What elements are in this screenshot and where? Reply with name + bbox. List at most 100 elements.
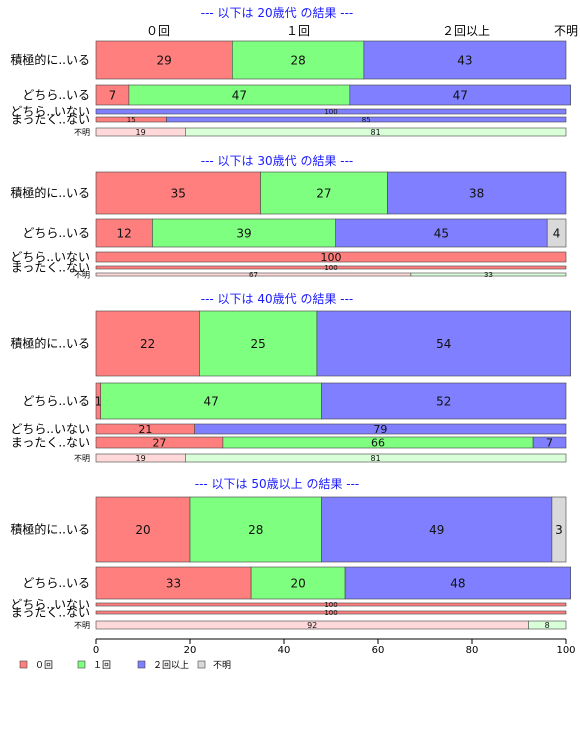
legend-swatch: [19, 660, 28, 669]
bar-value-label: 92: [307, 621, 317, 630]
row-label: 不明: [74, 621, 90, 630]
bar-value-label: 49: [429, 523, 444, 537]
bar-segment: [321, 496, 553, 563]
bar-value-label: 43: [457, 53, 472, 67]
bar-segment: [95, 40, 233, 80]
bar-segment: [185, 127, 567, 137]
bar-value-label: 38: [469, 186, 484, 200]
bar-segment: [363, 40, 567, 80]
bar-segment: [194, 423, 567, 435]
x-tick-label: 0: [93, 645, 99, 656]
row-label: 不明: [74, 271, 90, 280]
bar-value-label: 29: [157, 53, 172, 67]
row-label: どちら..いない: [10, 598, 90, 612]
row-label: どちら..いない: [10, 422, 90, 436]
bar-segment: [95, 496, 191, 563]
bar-value-label: 47: [232, 88, 247, 102]
top-category-label: １回: [286, 24, 310, 38]
row-label: どちら..いる: [22, 88, 90, 102]
row-label: まったく..ない: [11, 113, 90, 127]
bar-value-label: 79: [373, 423, 387, 436]
bar-segment: [95, 265, 567, 270]
bar-value-label: 48: [450, 576, 465, 590]
bar-segment: [166, 116, 567, 123]
bar-segment: [410, 272, 567, 277]
panel-title: --- 以下は 50歳以上 の結果 ---: [195, 477, 360, 491]
bar-value-label: 47: [204, 394, 219, 408]
bar-segment: [95, 610, 567, 615]
bar-value-label: 1: [95, 394, 103, 408]
bar-segment: [551, 496, 567, 563]
bar-segment: [349, 84, 571, 106]
legend-label: ０回: [35, 660, 53, 671]
bar-segment: [260, 171, 388, 215]
bar-segment: [189, 496, 322, 563]
bar-value-label: 100: [324, 108, 337, 116]
legend-swatch: [137, 660, 146, 669]
bar-value-label: 7: [109, 88, 117, 102]
row-label: 積極的に..いる: [10, 52, 90, 67]
top-category-label: ０回: [146, 24, 170, 38]
bar-value-label: 100: [324, 609, 337, 617]
bar-value-label: 54: [436, 337, 451, 351]
bar-value-label: 21: [138, 423, 152, 436]
row-label: どちら..いる: [22, 576, 90, 590]
bar-value-label: 45: [434, 226, 449, 240]
x-tick-label: 60: [372, 645, 385, 656]
bar-segment: [532, 436, 567, 449]
bar-segment: [185, 453, 567, 463]
bar-segment: [335, 218, 548, 248]
bar-value-label: 100: [324, 264, 337, 272]
bar-value-label: 100: [321, 251, 342, 264]
bar-segment: [250, 566, 346, 600]
x-tick-label: 40: [278, 645, 291, 656]
x-tick-label: 100: [556, 645, 575, 656]
bar-segment: [95, 566, 252, 600]
bar-value-label: 52: [436, 394, 451, 408]
bar-value-label: 81: [371, 128, 381, 137]
legend-label: １回: [93, 660, 111, 671]
bar-value-label: 33: [166, 576, 181, 590]
x-tick-label: 20: [184, 645, 197, 656]
bar-segment: [100, 382, 322, 420]
row-label: どちら..いない: [10, 105, 90, 119]
bar-value-label: 100: [324, 601, 337, 609]
legend-swatch: [77, 660, 86, 669]
bar-value-label: 27: [152, 436, 166, 449]
bar-value-label: 8: [545, 621, 550, 630]
bar-value-label: 27: [316, 186, 331, 200]
bar-segment: [95, 218, 153, 248]
panel-title: --- 以下は 20歳代 の結果 ---: [201, 6, 354, 20]
row-label: まったく..ない: [11, 606, 90, 620]
bar-value-label: 67: [249, 271, 258, 279]
bar-value-label: 19: [136, 454, 146, 463]
bar-value-label: 35: [171, 186, 186, 200]
bar-value-label: 28: [290, 53, 305, 67]
row-label: まったく..ない: [11, 261, 90, 275]
row-label: どちら..いる: [22, 394, 90, 408]
bar-segment: [199, 310, 318, 377]
row-label: どちら..いない: [10, 250, 90, 264]
bar-segment: [95, 171, 261, 215]
bar-value-label: 39: [236, 226, 251, 240]
bar-segment: [95, 108, 567, 115]
bar-value-label: 20: [290, 576, 305, 590]
bar-segment: [387, 171, 567, 215]
bar-value-label: 25: [251, 337, 266, 351]
row-label: 不明: [74, 128, 90, 137]
row-label: まったく..ない: [11, 436, 90, 450]
row-label: 不明: [74, 454, 90, 463]
row-label: 積極的に..いる: [10, 185, 90, 200]
top-category-label: 不明: [554, 24, 578, 38]
bar-segment: [232, 40, 365, 80]
bar-value-label: 20: [135, 523, 150, 537]
bar-segment: [344, 566, 572, 600]
bar-value-label: 66: [371, 436, 385, 449]
bar-value-label: 4: [553, 226, 561, 240]
panel-title: --- 以下は 30歳代 の結果 ---: [201, 154, 354, 168]
panel-title: --- 以下は 40歳代 の結果 ---: [201, 292, 354, 306]
bar-value-label: 12: [117, 226, 132, 240]
bar-value-label: 81: [371, 454, 381, 463]
top-category-label: ２回以上: [442, 24, 490, 38]
